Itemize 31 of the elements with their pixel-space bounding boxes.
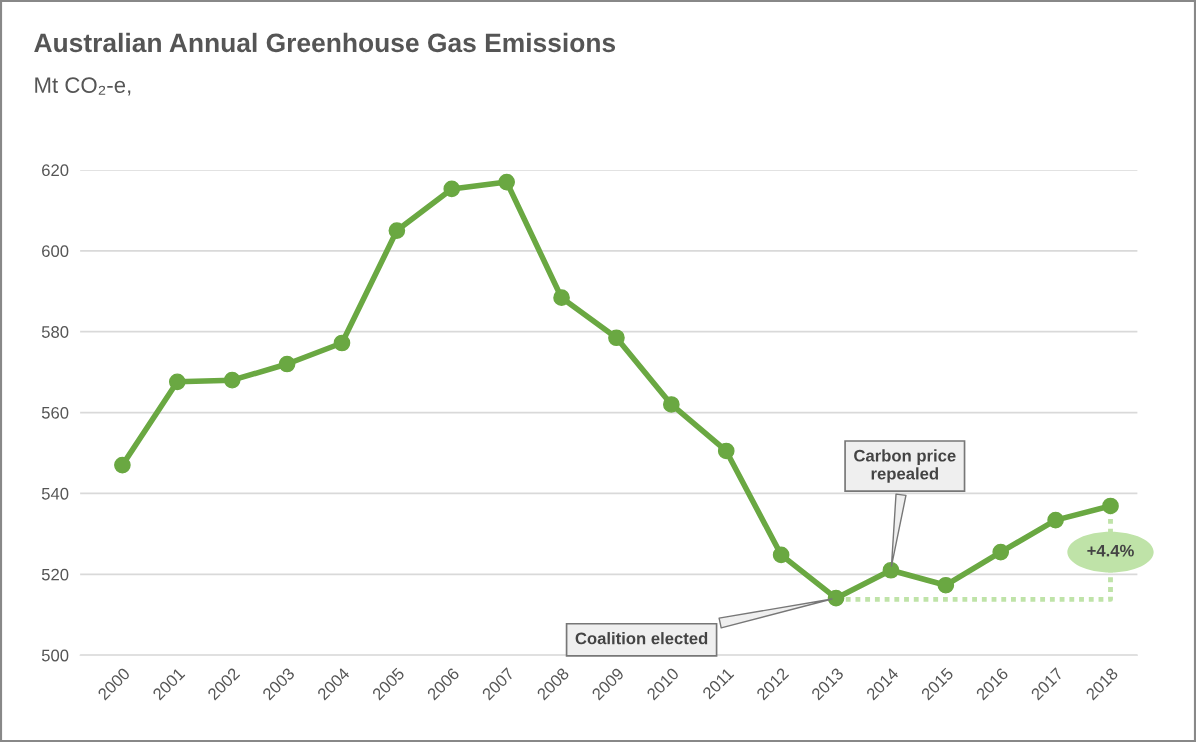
y-tick-label: 620 (42, 164, 69, 177)
point (882, 561, 900, 579)
point (498, 173, 515, 191)
point (608, 329, 625, 347)
y-tick-label: 540 (41, 487, 69, 500)
y-tick-label: 580 (41, 326, 69, 338)
point (992, 543, 1010, 561)
y-tick-label: 600 (42, 245, 69, 257)
point (333, 334, 351, 352)
annotation: Carbon price repealed (854, 449, 956, 483)
point (388, 222, 406, 239)
y-tick-label: 520 (41, 568, 69, 581)
point (1102, 497, 1119, 515)
point (168, 373, 186, 391)
point (1047, 511, 1064, 529)
point (223, 371, 241, 389)
point (772, 546, 790, 564)
point (663, 396, 680, 413)
annotation: Coalition elected (575, 632, 708, 645)
point (937, 576, 955, 594)
point (717, 442, 735, 460)
annotation: +4.4% (1087, 544, 1134, 557)
chart-title: Australian Annual Greenhouse Gas Emissions (34, 32, 616, 53)
y-tick-label: 500 (41, 649, 69, 662)
point (827, 589, 845, 607)
y-tick-label: 560 (41, 406, 69, 419)
point (443, 180, 461, 198)
point (553, 289, 570, 307)
chart-subtitle: Mt CO₂-e, (35, 77, 131, 96)
point (114, 456, 131, 474)
point (278, 355, 296, 373)
